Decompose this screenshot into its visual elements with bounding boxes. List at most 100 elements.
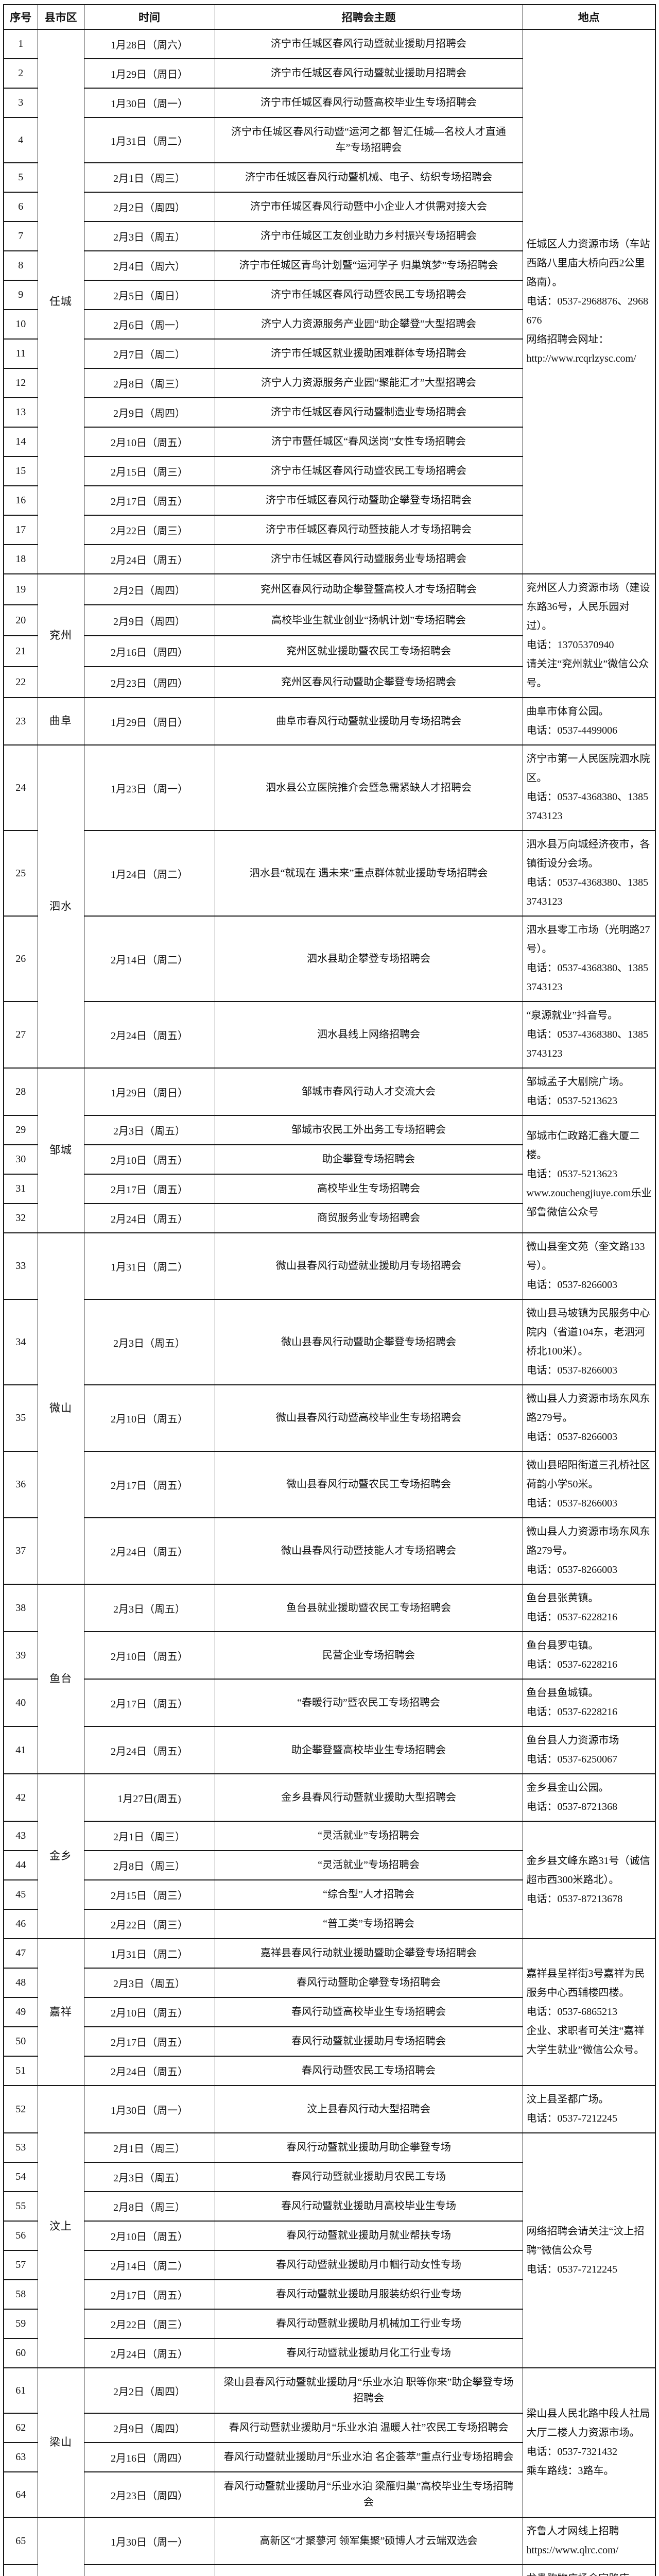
cell-number: 52 [3, 2085, 38, 2133]
cell-county: 金乡 [37, 1773, 84, 1939]
cell-topic: 兖州区就业援助暨农民工专场招聘会 [214, 635, 523, 667]
cell-time: 2月8日（周三） [83, 368, 215, 398]
cell-number: 65 [3, 2517, 38, 2565]
header-time: 时间 [83, 4, 215, 30]
cell-time: 2月9日（周四） [83, 604, 215, 636]
cell-time: 2月24日（周五） [83, 1203, 215, 1233]
cell-topic: 微山县春风行动暨就业援助月专场招聘会 [214, 1232, 523, 1300]
cell-county: 嘉祥 [37, 1938, 84, 2086]
cell-number: 2 [3, 58, 38, 89]
cell-topic: 春风行动暨就业援助月化工行业专场 [214, 2338, 523, 2368]
table-row: 13 2月9日（周四） 济宁市任城区春风行动暨制造业专场招聘会 [3, 397, 655, 428]
cell-topic: 微山县春风行动暨技能人才专场招聘会 [214, 1517, 523, 1585]
cell-number: 25 [3, 830, 38, 917]
table-row: 18 2月24日（周五） 济宁市任城区春风行动暨服务业专场招聘会 [3, 544, 655, 574]
header-county: 县市区 [37, 4, 84, 30]
cell-number: 61 [3, 2367, 38, 2414]
cell-number: 50 [3, 2026, 38, 2057]
table-row: 34 2月3日（周五） 微山县春风行动暨助企攀登专场招聘会 微山县马坡镇为民服务中心院… [3, 1299, 656, 1385]
cell-number: 47 [3, 1938, 38, 1969]
cell-time: 2月2日（周四） [83, 2367, 215, 2414]
cell-number: 48 [3, 1968, 38, 1998]
table-row: 1 任城 1月28日（周六） 济宁市任城区春风行动暨就业援助月招聘会 任城区人力资源市场… [3, 29, 656, 574]
cell-time: 2月24日（周五） [83, 544, 215, 574]
cell-time: 2月9日（周四） [83, 397, 215, 428]
cell-county: 任城 [37, 29, 84, 574]
cell-time: 2月23日（周四） [83, 666, 215, 698]
cell-topic: 泗水县助企攀登专场招聘会 [214, 916, 523, 1002]
cell-time: 2月7日（周二） [83, 338, 215, 369]
cell-topic: 春风行动暨就业援助月助企攀登专场 [214, 2132, 523, 2163]
cell-number: 39 [3, 1631, 38, 1680]
table-row: 10 2月6日（周一） 济宁人力资源服务产业园“助企攀登”大型招聘会 [3, 309, 655, 340]
cell-location: 微山县马坡镇为民服务中心院内（省道104东，老泗河桥北100米）。 电话：053… [522, 1299, 656, 1385]
table-row: 19 兖州 2月2日（周四） 兖州区春风行动助企攀登暨高校人才专场招聘会 兖州区人力资源… [3, 573, 656, 698]
cell-number: 49 [3, 1997, 38, 2027]
cell-location: 济宁市第一人民医院泗水院区。 电话：0537-4368380、138537431… [522, 744, 656, 831]
cell-topic: 济宁市任城区春风行动暨制造业专场招聘会 [214, 397, 523, 428]
cell-time: 1月29日（周日） [83, 58, 215, 89]
cell-number: 35 [3, 1384, 38, 1452]
cell-number: 1 [3, 29, 38, 59]
cell-number: 15 [3, 456, 38, 486]
cell-number: 21 [3, 635, 38, 667]
cell-topic: 济宁市任城区工友创业助力乡村振兴专场招聘会 [214, 221, 523, 251]
cell-number: 54 [3, 2162, 38, 2192]
cell-time: 2月17日（周五） [83, 2279, 215, 2310]
table-row: 25 1月24日（周二） 泗水县“就现在 遇未来”重点群体就业援助专场招聘会 泗水县万… [3, 830, 656, 917]
table-row: 48 2月3日（周五） 春风行动暨助企攀登专场招聘会 [3, 1968, 655, 1998]
cell-topic: 济宁市任城区春风行动暨农民工专场招聘会 [214, 280, 523, 310]
table-row: 51 2月24日（周五） 春风行动暨农民工专场招聘会 [3, 2056, 655, 2086]
cell-time: 2月17日（周五） [83, 1679, 215, 1727]
cell-number: 16 [3, 485, 38, 516]
cell-time: 2月14日（周二） [83, 2250, 215, 2280]
cell-location: 梁山县人民北路中段人社局大厅二楼人力资源市场。 电话：0537-7321432 … [522, 2367, 656, 2518]
cell-time: 2月2日（周四） [83, 192, 215, 222]
cell-number: 9 [3, 280, 38, 310]
cell-county: 曲阜 [37, 697, 84, 745]
table-row: 31 2月17日（周五） 高校毕业生专场招聘会 [3, 1174, 655, 1204]
cell-number: 19 [3, 573, 38, 605]
cell-time: 2月4日（周六） [83, 250, 215, 281]
table-row: 43 2月1日（周三） “灵活就业”专场招聘会 金乡县文峰东路31号（诚信超市西300… [3, 1821, 656, 1939]
cell-number: 14 [3, 427, 38, 457]
cell-time: 1月23日（周一） [83, 744, 215, 831]
cell-topic: 济宁市任城区春风行动暨高校毕业生专场招聘会 [214, 88, 523, 118]
header-row: 序号 县市区 时间 招聘会主题 地点 [3, 4, 656, 30]
cell-number: 23 [3, 697, 38, 745]
cell-location: 嘉祥县呈祥街3号嘉祥为民服务中心西辅楼四楼。 电话：0537-6865213 企… [522, 1938, 656, 2086]
cell-time: 2月10日（周五） [83, 1144, 215, 1175]
cell-time: 2月1日（周三） [83, 2132, 215, 2163]
cell-location: 微山县人力资源市场东风东路279号。 电话：0537-8266003 [522, 1384, 656, 1452]
cell-time: 2月15日（周三） [83, 1879, 215, 1910]
cell-topic: 微山县春风行动暨高校毕业生专场招聘会 [214, 1384, 523, 1452]
table-row: 8 2月4日（周六） 济宁市任城区青鸟计划暨“运河学子 归巢筑梦”专场招聘会 [3, 250, 655, 281]
cell-time: 1月31日（周二） [83, 1938, 215, 1969]
cell-topic: 泗水县公立医院推介会暨急需紧缺人才招聘会 [214, 744, 523, 831]
cell-number: 57 [3, 2250, 38, 2280]
cell-location: 金乡县金山公园。 电话：0537-8721368 [522, 1773, 656, 1822]
cell-topic: 微山县春风行动暨农民工专场招聘会 [214, 1451, 523, 1518]
cell-topic: 春风行动暨就业援助月服装纺织行业专场 [214, 2279, 523, 2310]
cell-time: 2月3日（周五） [83, 1584, 215, 1632]
table-row: 47 嘉祥 1月31日（周二） 嘉祥县春风行动就业援助暨助企攀登专场招聘会 嘉祥县呈祥街… [3, 1938, 656, 2086]
table-row: 61 梁山 2月2日（周四） 梁山县春风行动暨就业援助月“乐业水泊 职等你来”助企攀登… [3, 2367, 656, 2518]
cell-time: 2月24日（周五） [83, 1001, 215, 1069]
table-row: 27 2月24日（周五） 泗水县线上网络招聘会 “泉源就业”抖音号。 电话：0537-… [3, 1001, 656, 1069]
cell-topic: “灵活就业”专场招聘会 [214, 1850, 523, 1880]
header-number: 序号 [3, 4, 38, 30]
cell-number: 37 [3, 1517, 38, 1585]
table-row: 11 2月7日（周二） 济宁市任城区就业援助困难群体专场招聘会 [3, 338, 655, 369]
cell-number: 41 [3, 1726, 38, 1774]
header-location: 地点 [522, 4, 656, 30]
table-row: 5 2月1日（周三） 济宁市任城区春风行动暨机械、电子、纺织专场招聘会 [3, 162, 655, 193]
cell-location: 微山县昭阳街道三孔桥社区荷韵小学50米。 电话：0537-8266003 [522, 1451, 656, 1518]
cell-county: 鱼台 [37, 1584, 84, 1774]
cell-number: 44 [3, 1850, 38, 1880]
cell-time: 1月28日（周六） [83, 29, 215, 59]
cell-time: 2月10日（周五） [83, 1384, 215, 1452]
cell-topic: 春风行动暨助企攀登专场招聘会 [214, 1968, 523, 1998]
cell-time: 2月22日（周三） [83, 2309, 215, 2339]
cell-number: 29 [3, 1115, 38, 1145]
cell-number: 5 [3, 162, 38, 193]
